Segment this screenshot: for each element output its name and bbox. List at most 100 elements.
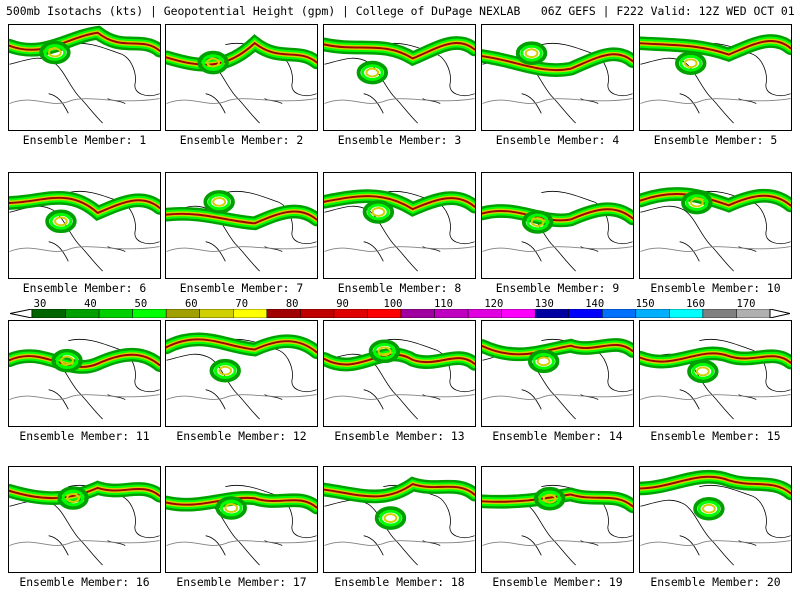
ensemble-member-map-1 bbox=[8, 24, 161, 131]
member-map-graphic bbox=[9, 25, 160, 124]
ensemble-member-map-8 bbox=[323, 172, 476, 279]
ensemble-member-map-5 bbox=[639, 24, 792, 131]
colorbar-tick-label: 100 bbox=[383, 298, 403, 310]
ensemble-member-label-16: Ensemble Member: 16 bbox=[19, 575, 150, 589]
colorbar-right-arrow bbox=[769, 309, 790, 318]
colorbar-tick-label: 60 bbox=[184, 298, 198, 310]
ensemble-member-label-2: Ensemble Member: 2 bbox=[179, 133, 304, 147]
colorbar-tick-label: 30 bbox=[33, 298, 47, 310]
colorbar-swatch bbox=[702, 309, 737, 318]
ensemble-member-map-2 bbox=[165, 24, 318, 131]
colorbar-tick-label: 80 bbox=[285, 298, 299, 310]
colorbar-swatch bbox=[736, 309, 771, 318]
colorbar-swatch bbox=[65, 309, 100, 318]
ensemble-member-label-15: Ensemble Member: 15 bbox=[650, 429, 781, 443]
member-map-graphic bbox=[482, 485, 633, 566]
member-map-graphic bbox=[324, 189, 475, 272]
ensemble-member-map-6 bbox=[8, 172, 161, 279]
colorbar-swatch bbox=[300, 309, 335, 318]
colorbar-swatch bbox=[568, 309, 603, 318]
map-title: 500mb Isotachs (kts) | Geopotential Heig… bbox=[6, 4, 800, 18]
member-map-graphic bbox=[166, 485, 317, 566]
member-map-graphic bbox=[482, 338, 633, 420]
colorbar-swatch bbox=[400, 309, 435, 318]
ensemble-member-map-18 bbox=[323, 466, 476, 573]
colorbar-tick-label: 40 bbox=[84, 298, 97, 310]
colorbar-tick-label: 120 bbox=[484, 298, 504, 310]
ensemble-member-map-3 bbox=[323, 24, 476, 131]
colorbar-tick-label: 150 bbox=[635, 298, 655, 310]
colorbar-swatch bbox=[266, 309, 301, 318]
colorbar-swatch bbox=[165, 309, 200, 318]
ensemble-member-map-12 bbox=[165, 320, 318, 427]
ensemble-member-label-7: Ensemble Member: 7 bbox=[179, 281, 304, 295]
member-map-graphic bbox=[640, 469, 791, 566]
ensemble-member-map-9 bbox=[481, 172, 634, 279]
ensemble-member-map-17 bbox=[165, 466, 318, 573]
colorbar-swatch bbox=[367, 309, 402, 318]
ensemble-member-map-7 bbox=[165, 172, 318, 279]
member-map-graphic bbox=[640, 339, 791, 420]
colorbar-tick-label: 90 bbox=[336, 298, 349, 310]
ensemble-member-map-15 bbox=[639, 320, 792, 427]
ensemble-member-map-4 bbox=[481, 24, 634, 131]
ensemble-member-label-8: Ensemble Member: 8 bbox=[337, 281, 462, 295]
colorbar-swatch bbox=[467, 309, 502, 318]
colorbar-swatch bbox=[434, 309, 469, 318]
ensemble-member-label-6: Ensemble Member: 6 bbox=[22, 281, 147, 295]
member-map-graphic bbox=[9, 480, 160, 566]
colorbar-tick-label: 70 bbox=[235, 298, 249, 310]
colorbar-swatch bbox=[31, 309, 66, 318]
ensemble-member-label-18: Ensemble Member: 18 bbox=[334, 575, 465, 589]
member-map-graphic bbox=[9, 190, 160, 272]
colorbar-tick-label: 110 bbox=[433, 298, 453, 310]
ensemble-member-label-12: Ensemble Member: 12 bbox=[176, 429, 307, 443]
member-map-graphic bbox=[324, 339, 475, 420]
ensemble-member-label-5: Ensemble Member: 5 bbox=[653, 133, 778, 147]
colorbar-swatch bbox=[602, 309, 637, 318]
colorbar-tick-label: 130 bbox=[534, 298, 554, 310]
member-map-graphic bbox=[640, 34, 791, 124]
member-map-graphic bbox=[482, 41, 633, 124]
colorbar: 30 40 50 60 70 80 90 100 110 120 130 140 150 160 170 bbox=[10, 298, 790, 318]
colorbar-tick-label: 160 bbox=[686, 298, 706, 310]
member-map-graphic bbox=[166, 332, 317, 420]
colorbar-swatch bbox=[333, 309, 368, 318]
colorbar-tick-labels: 30 40 50 60 70 80 90 100 110 120 130 140 150 160 170 bbox=[10, 298, 790, 310]
member-map-graphic bbox=[324, 36, 475, 124]
colorbar-swatch bbox=[199, 309, 234, 318]
ensemble-member-map-11 bbox=[8, 320, 161, 427]
ensemble-member-label-11: Ensemble Member: 11 bbox=[19, 429, 150, 443]
colorbar-swatch bbox=[669, 309, 704, 318]
member-map-graphic bbox=[166, 190, 317, 272]
ensemble-member-map-19 bbox=[481, 466, 634, 573]
ensemble-member-label-10: Ensemble Member: 10 bbox=[650, 281, 781, 295]
ensemble-member-label-4: Ensemble Member: 4 bbox=[495, 133, 620, 147]
colorbar-swatch bbox=[534, 309, 569, 318]
colorbar-swatch bbox=[98, 309, 133, 318]
ensemble-member-map-20 bbox=[639, 466, 792, 573]
colorbar-tick-label: 50 bbox=[134, 298, 148, 310]
colorbar-scale bbox=[10, 309, 790, 318]
ensemble-member-map-16 bbox=[8, 466, 161, 573]
ensemble-member-label-3: Ensemble Member: 3 bbox=[337, 133, 462, 147]
colorbar-swatch bbox=[635, 309, 670, 318]
ensemble-member-label-9: Ensemble Member: 9 bbox=[495, 281, 620, 295]
ensemble-member-label-1: Ensemble Member: 1 bbox=[22, 133, 147, 147]
ensemble-member-label-14: Ensemble Member: 14 bbox=[492, 429, 623, 443]
member-map-graphic bbox=[166, 34, 317, 124]
colorbar-swatch bbox=[501, 309, 536, 318]
member-map-graphic bbox=[324, 476, 475, 566]
ensemble-member-map-14 bbox=[481, 320, 634, 427]
member-map-graphic bbox=[9, 339, 160, 420]
ensemble-member-label-17: Ensemble Member: 17 bbox=[176, 575, 307, 589]
colorbar-tick-label: 170 bbox=[736, 298, 756, 310]
member-map-graphic bbox=[640, 187, 791, 272]
ensemble-member-label-20: Ensemble Member: 20 bbox=[650, 575, 781, 589]
ensemble-member-map-13 bbox=[323, 320, 476, 427]
colorbar-tick-label: 140 bbox=[585, 298, 605, 310]
ensemble-member-label-13: Ensemble Member: 13 bbox=[334, 429, 465, 443]
ensemble-member-label-19: Ensemble Member: 19 bbox=[492, 575, 623, 589]
colorbar-swatch bbox=[132, 309, 167, 318]
colorbar-swatch bbox=[233, 309, 268, 318]
